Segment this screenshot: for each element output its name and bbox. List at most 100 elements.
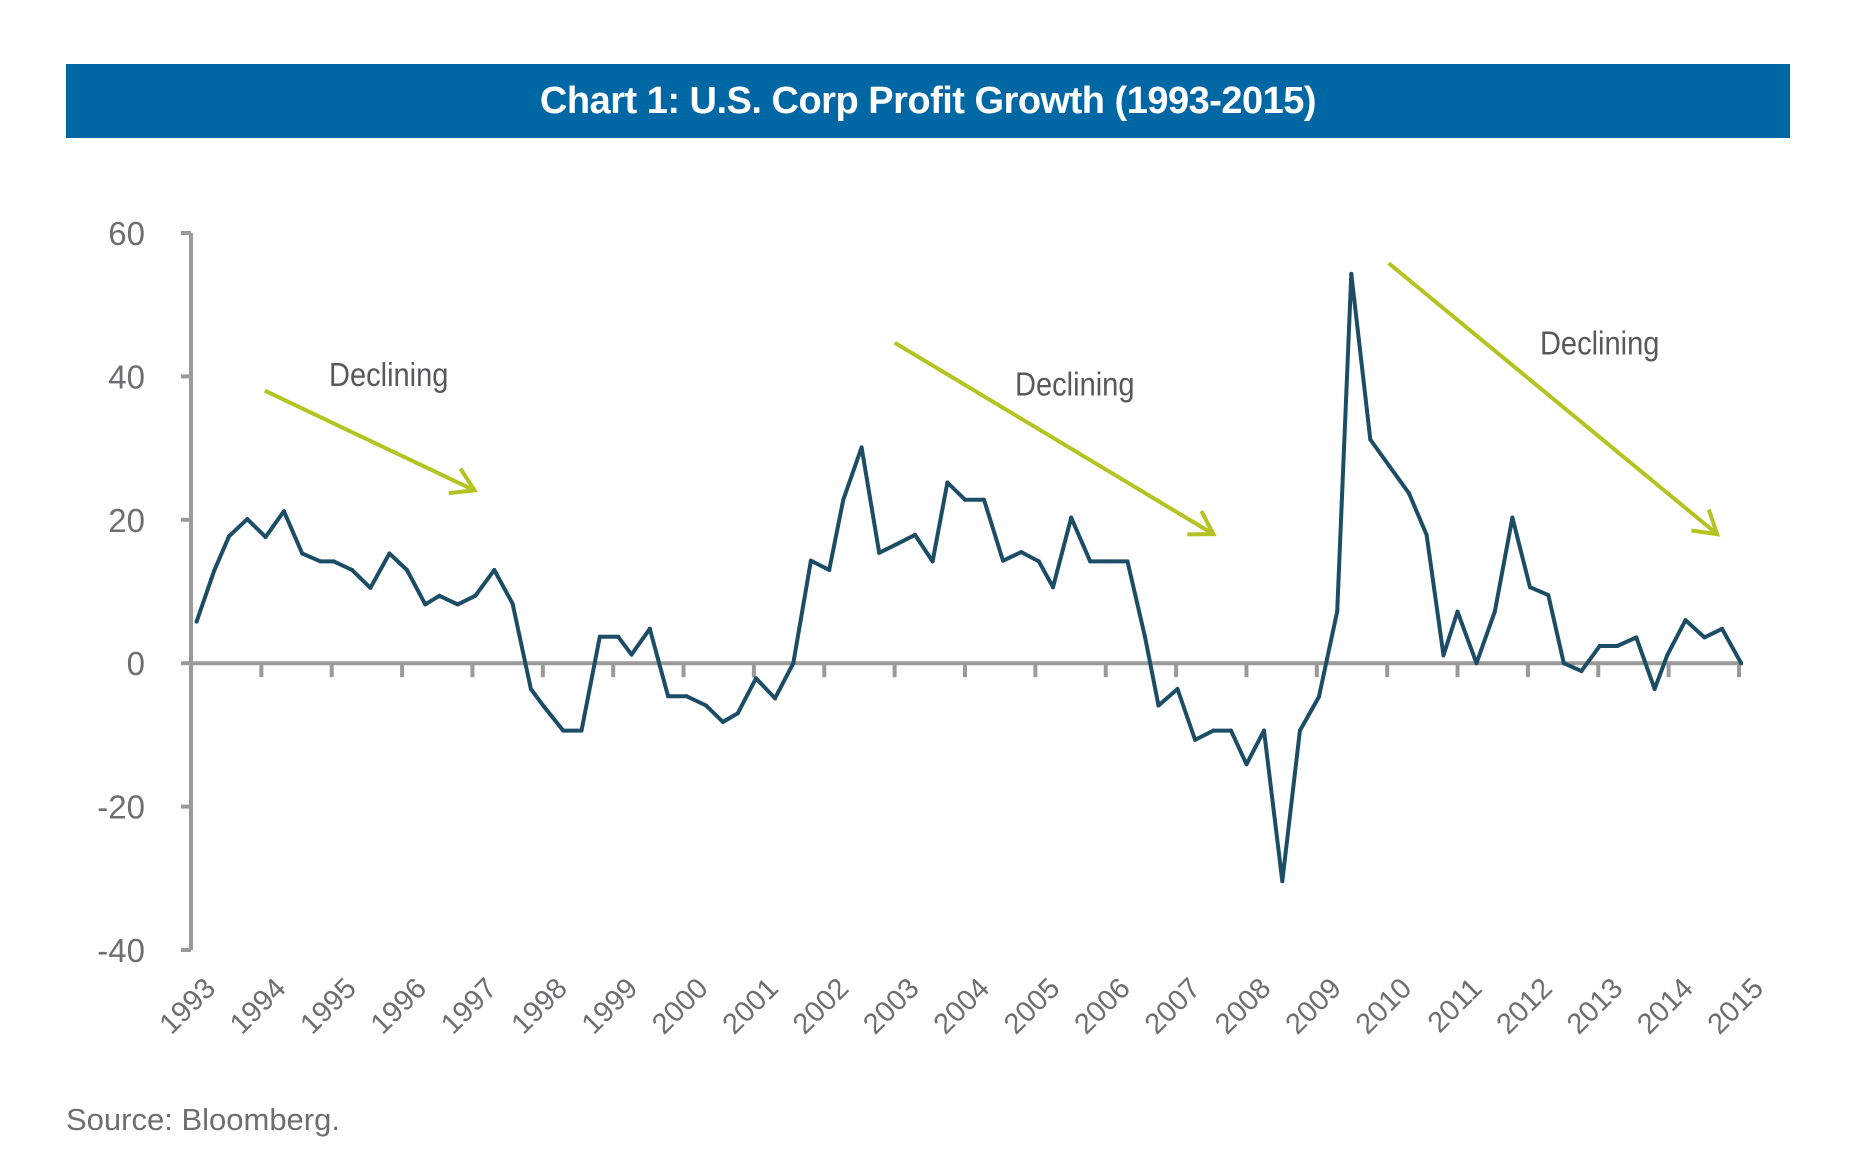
data-point — [930, 559, 935, 564]
data-point — [754, 676, 759, 681]
data-point — [245, 517, 250, 522]
data-point — [528, 687, 533, 692]
x-tick-label: 2015 — [1702, 972, 1770, 1040]
data-point — [859, 445, 864, 450]
x-tick-label: 1993 — [154, 972, 222, 1040]
trend-arrow — [1387, 261, 1719, 536]
x-tick-label: 2008 — [1209, 972, 1277, 1040]
data-point — [1720, 626, 1725, 631]
x-tick-label: 1999 — [576, 972, 644, 1040]
data-point — [423, 602, 428, 607]
data-point — [1193, 737, 1198, 742]
x-tick-label: 1994 — [224, 972, 292, 1040]
y-tick-label: -40 — [97, 932, 145, 969]
x-tick-label: 2004 — [928, 972, 996, 1040]
y-tick-label: 60 — [108, 215, 145, 252]
data-point — [1280, 879, 1285, 884]
data-point — [1528, 585, 1533, 590]
data-point — [1211, 728, 1216, 733]
x-tick-label: 1998 — [506, 972, 574, 1040]
data-point — [1424, 532, 1429, 537]
data-point — [1125, 559, 1130, 564]
data-point — [1510, 515, 1515, 520]
data-point — [1492, 609, 1497, 614]
data-point — [263, 535, 268, 540]
data-point — [597, 634, 602, 639]
x-tick-label: 2011 — [1422, 972, 1489, 1039]
x-tick-label: 2000 — [646, 972, 714, 1040]
data-point — [808, 558, 813, 563]
annotation-label: Declining — [1015, 366, 1134, 403]
data-point — [1455, 609, 1460, 614]
x-tick-label: 2006 — [1068, 972, 1136, 1040]
data-point — [1105, 559, 1110, 564]
data-point — [318, 559, 323, 564]
x-tick-label: 1996 — [365, 972, 433, 1040]
x-tick-label: 2003 — [857, 972, 925, 1040]
data-point — [579, 728, 584, 733]
data-point — [542, 704, 547, 709]
chart-title: Chart 1: U.S. Corp Profit Growth (1993-2… — [539, 79, 1317, 122]
data-point — [1597, 643, 1602, 648]
data-point — [666, 694, 671, 699]
data-point — [945, 480, 950, 485]
data-point — [1368, 437, 1373, 442]
data-point — [773, 696, 778, 701]
y-tick-label: 40 — [108, 358, 145, 395]
data-point — [226, 534, 231, 539]
source-note: Source: Bloomberg. — [66, 1102, 340, 1137]
data-point — [877, 550, 882, 555]
data-point — [963, 497, 967, 502]
data-point — [1615, 643, 1620, 648]
data-point — [455, 602, 460, 607]
trend-arrow — [893, 340, 1215, 536]
data-point — [841, 497, 846, 502]
x-tick-label: 2005 — [998, 972, 1066, 1040]
x-tick-label: 2010 — [1350, 972, 1418, 1040]
y-tick-label: 20 — [108, 502, 145, 539]
data-point — [1634, 635, 1639, 640]
data-point — [492, 567, 497, 572]
arrow-head-icon — [1691, 508, 1721, 537]
annotation-label: Declining — [329, 357, 448, 394]
data-point — [387, 551, 392, 556]
trend-arrow — [264, 388, 476, 493]
data-point — [212, 568, 217, 573]
data-point — [1316, 694, 1321, 699]
data-point — [1406, 491, 1411, 496]
x-tick-label: 2013 — [1561, 972, 1629, 1040]
data-point — [1175, 687, 1180, 692]
x-tick-label: 2002 — [787, 972, 855, 1040]
x-tick-label: 2001 — [717, 972, 785, 1040]
data-point — [1297, 728, 1302, 733]
data-point — [1088, 559, 1093, 564]
data-point — [281, 509, 286, 514]
data-point — [827, 567, 832, 572]
data-point — [194, 619, 199, 624]
data-point — [1683, 618, 1688, 623]
y-tick-label: 0 — [127, 645, 145, 682]
data-point — [405, 567, 410, 572]
data-point — [1000, 558, 1005, 563]
data-point — [1546, 593, 1551, 598]
chart-title-bar: Chart 1: U.S. Corp Profit Growth (1993-2… — [66, 64, 1790, 138]
data-point — [473, 593, 478, 598]
data-point — [1262, 728, 1267, 733]
data-point — [1050, 585, 1055, 590]
data-point — [629, 652, 634, 657]
data-point — [684, 694, 689, 699]
data-point — [647, 626, 652, 631]
data-point — [1156, 703, 1161, 708]
data-point — [1441, 653, 1446, 658]
data-point — [720, 719, 725, 724]
arrow-head-icon — [1187, 510, 1217, 537]
data-point — [1349, 271, 1354, 276]
data-point — [561, 728, 566, 733]
data-point — [437, 593, 442, 598]
data-point — [331, 559, 336, 564]
data-point — [981, 497, 986, 502]
data-point — [791, 661, 796, 666]
data-point — [1036, 559, 1041, 564]
data-point — [1143, 635, 1148, 640]
